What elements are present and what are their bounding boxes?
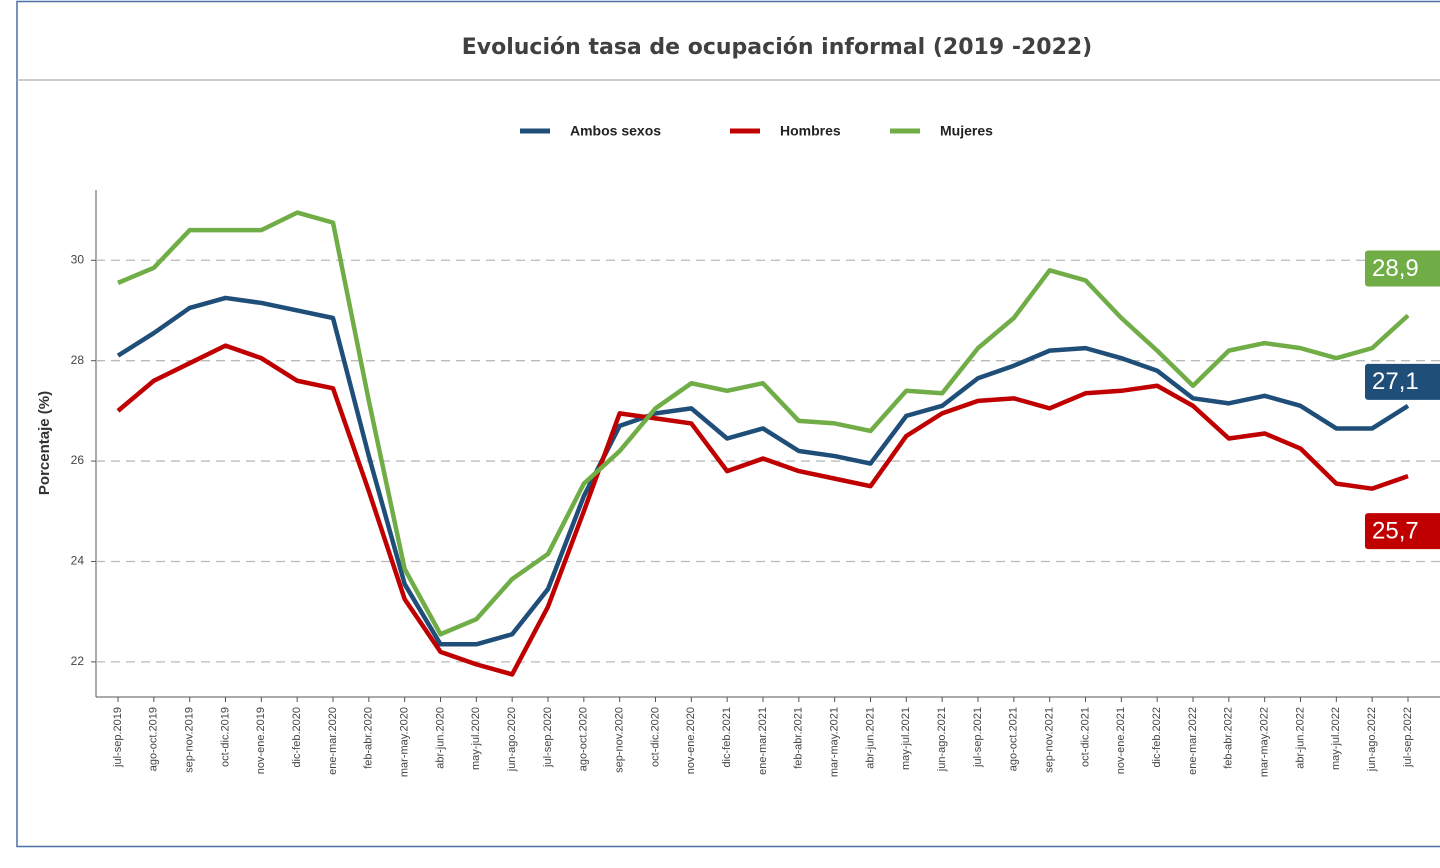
legend-label: Ambos sexos xyxy=(570,123,661,139)
x-tick-label: jun-ago.2021 xyxy=(936,707,948,772)
end-label: 25,7 xyxy=(1372,517,1419,544)
series-line xyxy=(116,343,1409,677)
x-tick-label: may-jul.2021 xyxy=(900,707,912,770)
x-tick-label: jul-sep.2019 xyxy=(112,707,124,768)
y-tick-label: 30 xyxy=(71,252,85,266)
chart-title: Evolución tasa de ocupación informal (20… xyxy=(462,35,1093,60)
x-tick-label: abr-jun.2020 xyxy=(434,707,446,769)
x-tick-label: sep-nov.2020 xyxy=(614,707,626,773)
x-tick-label: oct-dic.2020 xyxy=(649,707,661,767)
x-tick-label: jul-sep.2021 xyxy=(972,707,984,768)
x-tick-label: abr-jun.2021 xyxy=(864,707,876,769)
x-tick-label: ene-mar.2021 xyxy=(757,707,769,775)
x-tick-label: nov-ene.2019 xyxy=(255,707,267,774)
x-tick-label: dic-feb.2021 xyxy=(721,707,733,768)
x-tick-label: feb-abr.2022 xyxy=(1223,707,1235,769)
x-tick-label: oct-dic.2019 xyxy=(219,707,231,767)
x-tick-label: jul-sep.2022 xyxy=(1402,707,1414,768)
y-tick-label: 26 xyxy=(71,453,85,467)
y-axis-label: Porcentaje (%) xyxy=(36,391,53,495)
series-line xyxy=(116,295,1410,647)
end-label: 27,1 xyxy=(1372,368,1419,395)
x-tick-label: ago-oct.2019 xyxy=(148,707,160,771)
legend-label: Hombres xyxy=(780,123,841,139)
end-label: 28,9 xyxy=(1372,255,1419,282)
x-tick-label: jun-ago.2020 xyxy=(506,707,518,772)
end-label-box xyxy=(1365,513,1440,550)
x-tick-label: ago-oct.2021 xyxy=(1008,707,1020,771)
series-line xyxy=(117,210,1410,637)
x-tick-label: nov-ene.2021 xyxy=(1115,707,1127,774)
x-tick-label: jul-sep.2020 xyxy=(542,707,554,768)
x-tick-label: nov-ene.2020 xyxy=(685,707,697,774)
x-tick-label: may-jul.2020 xyxy=(470,707,482,770)
x-tick-label: mar-may.2021 xyxy=(829,707,841,777)
y-tick-label: 24 xyxy=(71,554,85,568)
x-tick-label: abr-jun.2022 xyxy=(1294,707,1306,769)
x-tick-label: feb-abr.2021 xyxy=(793,707,805,769)
x-tick-label: oct-dic.2021 xyxy=(1079,707,1091,767)
x-tick-label: feb-abr.2020 xyxy=(363,707,375,769)
x-tick-label: sep-nov.2021 xyxy=(1044,707,1056,773)
y-tick-label: 22 xyxy=(71,654,85,668)
x-tick-label: mar-may.2020 xyxy=(399,707,411,777)
x-tick-label: ago-oct.2020 xyxy=(578,707,590,771)
x-tick-label: ene-mar.2020 xyxy=(327,707,339,775)
x-tick-label: dic-feb.2020 xyxy=(291,707,303,768)
x-tick-label: sep-nov.2019 xyxy=(184,707,196,773)
x-tick-label: may-jul.2022 xyxy=(1330,707,1342,770)
y-tick-label: 28 xyxy=(71,353,85,367)
x-tick-label: ene-mar.2022 xyxy=(1187,707,1199,775)
end-label-box xyxy=(1365,250,1440,287)
end-label-box xyxy=(1365,363,1440,400)
legend-label: Mujeres xyxy=(940,123,993,139)
x-tick-label: jun-ago.2022 xyxy=(1366,707,1378,772)
x-tick-label: mar-may.2022 xyxy=(1259,707,1271,777)
card-frame xyxy=(16,0,1440,848)
x-tick-label: dic-feb.2022 xyxy=(1151,707,1163,768)
